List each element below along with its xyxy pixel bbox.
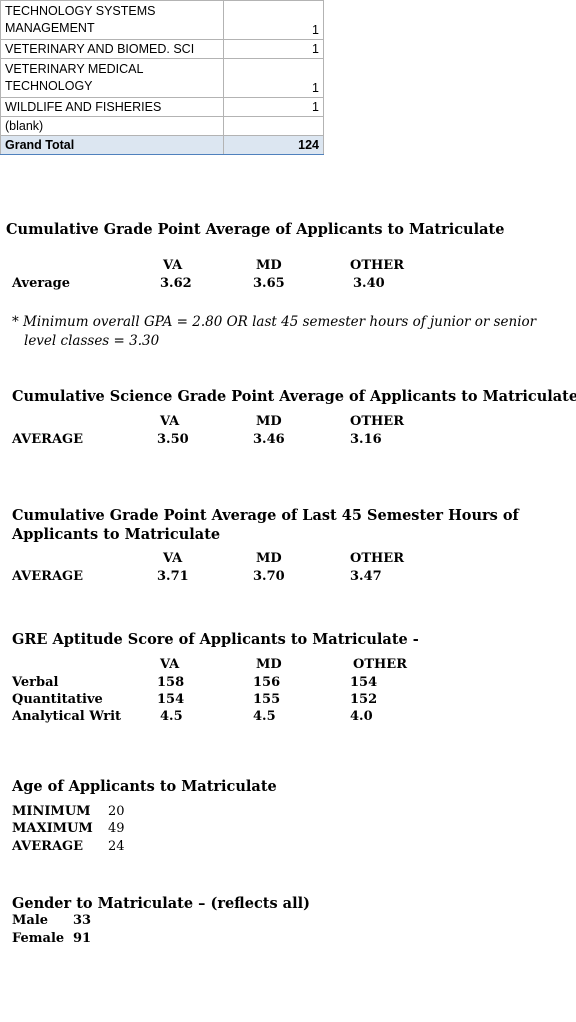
- age-row-label: MAXIMUM: [12, 821, 93, 836]
- gre-va: 158: [157, 675, 185, 690]
- table-row: VETERINARY AND BIOMED. SCI 1: [0, 39, 324, 59]
- gre-md: 4.5: [253, 709, 276, 724]
- age-value: 20: [108, 804, 125, 819]
- gpa-note: * Minimum overall GPA = 2.80 OR last 45 …: [12, 314, 537, 349]
- gre-row-label: Quantitative: [12, 692, 103, 707]
- gpa-other: 3.40: [353, 276, 385, 291]
- age-row-label: MINIMUM: [12, 804, 91, 819]
- row-label: (blank): [0, 116, 225, 136]
- gender-title: Gender to Matriculate – (reflects all): [12, 895, 310, 912]
- gpa-va: 3.62: [160, 276, 192, 291]
- gre-row-label: Analytical Writ: [12, 709, 122, 724]
- gre-other: 152: [350, 692, 378, 707]
- gpa-row-label: Average: [12, 276, 71, 291]
- gre-title: GRE Aptitude Score of Applicants to Matr…: [12, 631, 419, 648]
- gre-va: 154: [157, 692, 185, 707]
- row-label: VETERINARY MEDICAL TECHNOLOGY: [0, 58, 225, 98]
- grand-total-label: Grand Total: [0, 135, 225, 155]
- gender-row-label: Female: [12, 931, 65, 946]
- age-row-label: AVERAGE: [12, 839, 84, 854]
- col-md: MD: [256, 657, 282, 672]
- last45-va: 3.71: [157, 569, 189, 584]
- table-row: VETERINARY MEDICAL TECHNOLOGY 1: [0, 58, 324, 98]
- major-count-table: TECHNOLOGY SYSTEMS MANAGEMENT 1 VETERINA…: [0, 0, 324, 155]
- last45-title: Cumulative Grade Point Average of Last 4…: [12, 507, 519, 543]
- last45-other: 3.47: [350, 569, 382, 584]
- row-value: 1: [223, 39, 324, 59]
- sci-row-label: AVERAGE: [12, 432, 84, 447]
- gre-md: 156: [253, 675, 281, 690]
- row-value: 1: [223, 58, 324, 98]
- sci-other: 3.16: [350, 432, 382, 447]
- col-md: MD: [256, 258, 282, 273]
- gender-value: 33: [73, 913, 92, 928]
- gre-row-label: Verbal: [12, 675, 59, 690]
- row-label: TECHNOLOGY SYSTEMS MANAGEMENT: [0, 0, 225, 40]
- last45-row-label: AVERAGE: [12, 569, 84, 584]
- gre-other: 154: [350, 675, 378, 690]
- gender-value: 91: [73, 931, 92, 946]
- age-value: 49: [108, 821, 125, 836]
- col-md: MD: [256, 551, 282, 566]
- gender-row-label: Male: [12, 913, 49, 928]
- age-value: 24: [108, 839, 125, 854]
- table-row: TECHNOLOGY SYSTEMS MANAGEMENT 1: [0, 0, 324, 40]
- row-value: [223, 116, 324, 136]
- col-va: VA: [163, 258, 183, 273]
- grand-total-row: Grand Total 124: [0, 135, 324, 155]
- gpa-title: Cumulative Grade Point Average of Applic…: [6, 221, 505, 238]
- gre-other: 4.0: [350, 709, 373, 724]
- row-value: 1: [223, 0, 324, 40]
- sci-title: Cumulative Science Grade Point Average o…: [12, 388, 576, 405]
- gre-va: 4.5: [160, 709, 183, 724]
- col-va: VA: [160, 657, 180, 672]
- col-va: VA: [163, 551, 183, 566]
- last45-md: 3.70: [253, 569, 285, 584]
- table-row: (blank): [0, 116, 324, 136]
- age-title: Age of Applicants to Matriculate: [12, 778, 277, 795]
- row-label: WILDLIFE AND FISHERIES: [0, 97, 225, 117]
- col-va: VA: [160, 414, 180, 429]
- sci-md: 3.46: [253, 432, 285, 447]
- col-other: OTHER: [350, 258, 404, 273]
- gre-md: 155: [253, 692, 281, 707]
- col-other: OTHER: [350, 414, 404, 429]
- gpa-md: 3.65: [253, 276, 285, 291]
- grand-total-value: 124: [223, 135, 324, 155]
- row-value: 1: [223, 97, 324, 117]
- col-other: OTHER: [350, 551, 404, 566]
- sci-va: 3.50: [157, 432, 189, 447]
- table-row: WILDLIFE AND FISHERIES 1: [0, 97, 324, 117]
- col-md: MD: [256, 414, 282, 429]
- row-label: VETERINARY AND BIOMED. SCI: [0, 39, 225, 59]
- col-other: OTHER: [353, 657, 407, 672]
